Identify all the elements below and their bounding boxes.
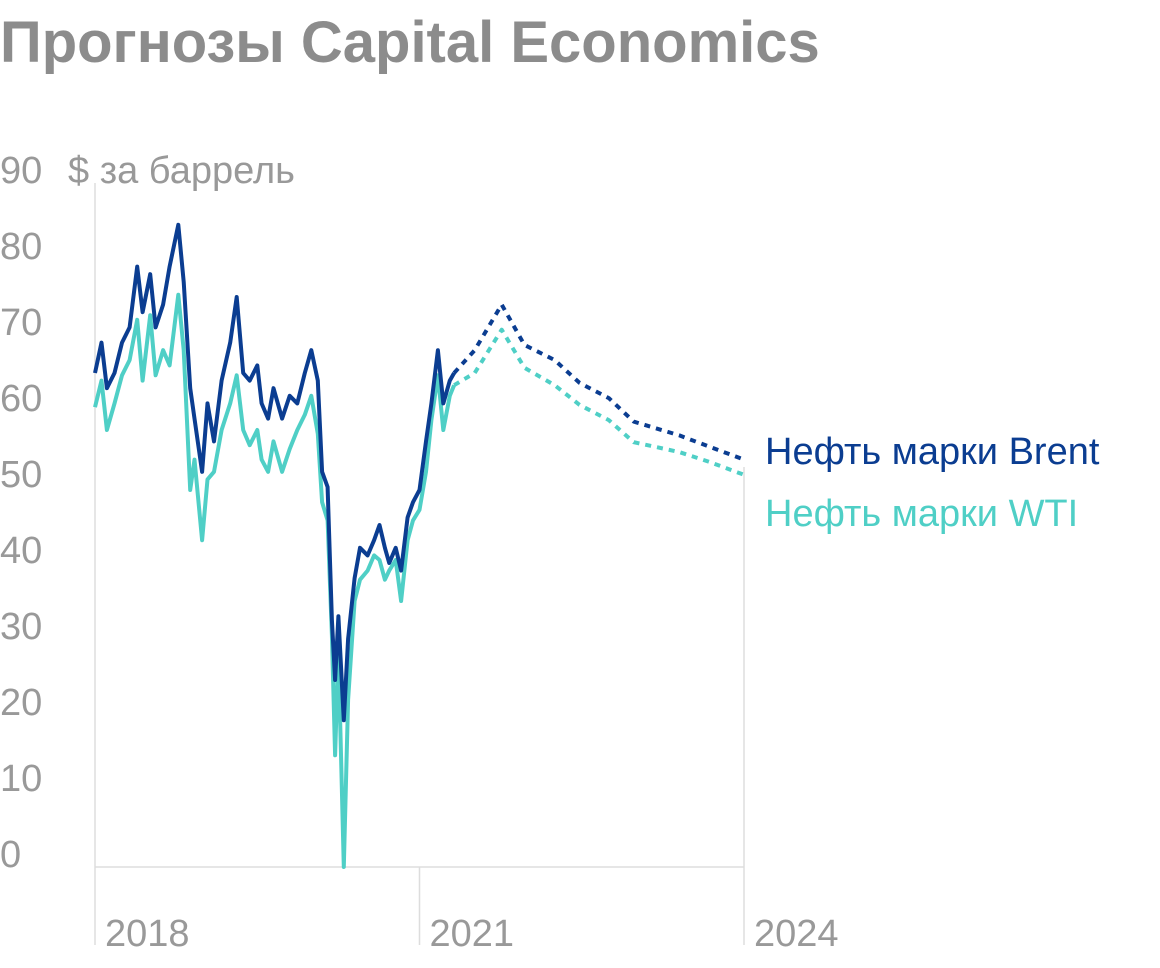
y-tick-label: 0	[0, 834, 21, 876]
y-tick-label: 60	[0, 378, 42, 420]
forecast-line	[453, 327, 745, 477]
series-line	[93, 292, 456, 869]
x-tick-label: 2024	[754, 913, 839, 955]
y-tick-label: 10	[0, 758, 42, 800]
y-tick-label: 90	[0, 150, 42, 192]
y-tick-label: 50	[0, 454, 42, 496]
y-tick-label: 80	[0, 226, 42, 268]
y-unit: $ за баррель	[68, 150, 295, 192]
series-line	[93, 222, 456, 723]
x-tick-label: 2021	[430, 913, 515, 955]
legend-entry: Нефть марки WTI	[765, 493, 1078, 535]
x-tick-label: 2018	[105, 913, 190, 955]
y-tick-label: 40	[0, 530, 42, 572]
chart-title: Прогнозы Capital Economics	[0, 10, 820, 75]
y-tick-label: 70	[0, 302, 42, 344]
y-tick-label: 30	[0, 606, 42, 648]
legend-entry: Нефть марки Brent	[765, 431, 1100, 473]
forecast-line	[452, 302, 745, 462]
y-tick-label: 20	[0, 682, 42, 724]
